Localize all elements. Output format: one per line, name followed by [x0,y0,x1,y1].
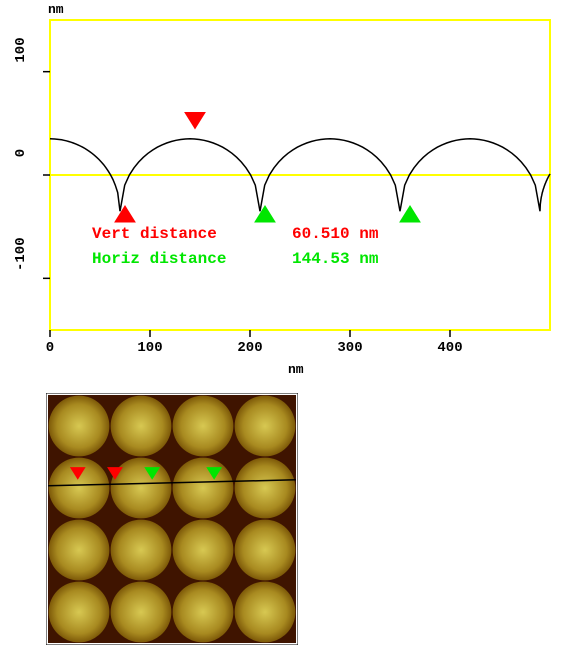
y-axis-unit: nm [48,2,64,17]
afm-sphere [173,458,234,519]
afm-sphere [111,396,172,457]
afm-sphere [49,520,110,581]
x-tick-label: 300 [335,340,365,356]
afm-image [46,393,298,645]
afm-sphere [173,582,234,643]
profile-chart [0,0,567,380]
y-tick-label: -100 [13,241,29,271]
measurement-label: Vert distance [92,225,217,243]
afm-sphere [111,458,172,519]
y-tick-label: 0 [13,138,29,168]
afm-sphere [111,520,172,581]
measurement-value: 60.510 nm [292,225,378,243]
afm-sphere [235,520,296,581]
afm-sphere [173,396,234,457]
afm-sphere [49,458,110,519]
x-tick-label: 0 [35,340,65,356]
measurement-label: Horiz distance [92,250,226,268]
x-tick-label: 200 [235,340,265,356]
afm-sphere [173,520,234,581]
x-tick-label: 400 [435,340,465,356]
afm-sphere [235,396,296,457]
afm-sphere [235,582,296,643]
afm-sphere [111,582,172,643]
y-tick-label: 100 [13,35,29,65]
x-tick-label: 100 [135,340,165,356]
measurement-value: 144.53 nm [292,250,378,268]
afm-sphere [235,458,296,519]
x-axis-unit: nm [288,362,304,377]
afm-sphere [49,582,110,643]
afm-sphere [49,396,110,457]
